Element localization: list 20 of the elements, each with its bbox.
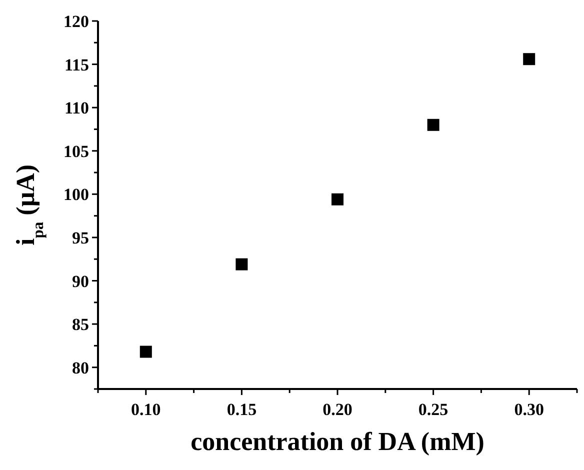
x-tick-label: 0.15	[226, 400, 257, 419]
y-tick-label: 110	[64, 98, 89, 118]
x-tick-label: 0.10	[131, 400, 161, 419]
point	[332, 193, 344, 206]
point	[523, 53, 536, 66]
y-tick-label: 95	[72, 228, 89, 248]
y-tick-label: 100	[64, 185, 89, 204]
x-tick-label: 0.20	[322, 400, 352, 419]
y-tick-label: 90	[72, 272, 89, 291]
point	[140, 346, 152, 358]
y-tick-label: 80	[72, 358, 89, 378]
x-tick-label: 0.30	[514, 400, 544, 419]
x-tick-label: 0.25	[418, 400, 448, 419]
point	[236, 258, 248, 270]
y-tick-label: 85	[72, 315, 89, 334]
y-tick-label: 115	[64, 55, 89, 74]
point	[427, 118, 440, 131]
y-tick-label: 120	[64, 12, 89, 31]
y-tick-label: 105	[64, 142, 89, 161]
x-axis-title: concentration of DA (mM)	[190, 427, 484, 456]
